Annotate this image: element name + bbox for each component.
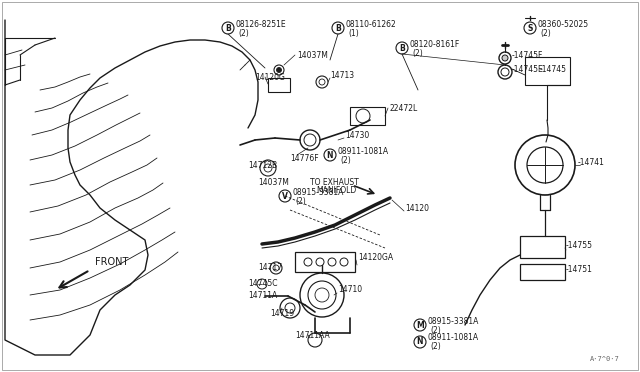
- Text: (2): (2): [238, 29, 249, 38]
- Text: 08120-8161F: 08120-8161F: [410, 39, 460, 48]
- Text: -14741: -14741: [578, 157, 605, 167]
- Text: M: M: [416, 321, 424, 330]
- Text: -14755: -14755: [566, 241, 593, 250]
- Text: TO EXHAUST: TO EXHAUST: [310, 177, 359, 186]
- Text: -14745E: -14745E: [512, 64, 544, 74]
- Text: 22472L: 22472L: [390, 103, 419, 112]
- Text: B: B: [225, 23, 231, 32]
- Text: MANIFOLD: MANIFOLD: [316, 186, 356, 195]
- Text: (2): (2): [540, 29, 551, 38]
- Text: 14120G: 14120G: [255, 73, 285, 81]
- Bar: [525, 57, 570, 85]
- Text: V: V: [282, 192, 288, 201]
- Text: 08915-3381A: 08915-3381A: [428, 317, 479, 326]
- Text: -14745: -14745: [540, 64, 567, 74]
- Text: 08911-1081A: 08911-1081A: [428, 334, 479, 343]
- Text: N: N: [417, 337, 423, 346]
- Bar: [520, 264, 565, 280]
- Text: (2): (2): [340, 155, 351, 164]
- Text: 08911-1081A: 08911-1081A: [338, 147, 389, 155]
- Circle shape: [276, 67, 282, 73]
- Text: 14711AA: 14711AA: [295, 330, 330, 340]
- Text: B: B: [335, 23, 341, 32]
- Text: 14745C: 14745C: [248, 279, 278, 289]
- Text: 14712B: 14712B: [248, 160, 277, 170]
- Text: (2): (2): [430, 343, 441, 352]
- Text: 14730: 14730: [345, 131, 369, 140]
- Text: (2): (2): [430, 326, 441, 334]
- Text: 14776F: 14776F: [290, 154, 319, 163]
- Text: 14037M: 14037M: [258, 177, 289, 186]
- Text: (2): (2): [295, 196, 306, 205]
- Bar: [268, 78, 290, 92]
- Text: 14037M: 14037M: [297, 51, 328, 60]
- Text: 14719: 14719: [270, 308, 294, 317]
- Text: 14717: 14717: [258, 263, 282, 273]
- Text: 08110-61262: 08110-61262: [346, 19, 397, 29]
- Text: 08915-3381A: 08915-3381A: [293, 187, 344, 196]
- Bar: [520, 236, 565, 258]
- Text: 08126-8251E: 08126-8251E: [236, 19, 287, 29]
- Text: 14713: 14713: [330, 71, 354, 80]
- Text: 14120: 14120: [405, 203, 429, 212]
- Text: -14745F: -14745F: [512, 51, 543, 60]
- Text: -14751: -14751: [566, 266, 593, 275]
- Text: N: N: [327, 151, 333, 160]
- Text: (1): (1): [348, 29, 359, 38]
- Text: 14711A: 14711A: [248, 292, 277, 301]
- Text: FRONT: FRONT: [95, 257, 129, 267]
- Bar: [350, 107, 385, 125]
- Text: B: B: [399, 44, 405, 52]
- Text: 14710: 14710: [338, 285, 362, 295]
- Circle shape: [315, 288, 329, 302]
- Text: A·7^0·7: A·7^0·7: [590, 356, 620, 362]
- Text: 14120GA: 14120GA: [358, 253, 393, 263]
- Bar: [295, 252, 355, 272]
- Text: S: S: [527, 23, 532, 32]
- Circle shape: [502, 55, 508, 61]
- Text: (2): (2): [412, 48, 423, 58]
- Text: 08360-52025: 08360-52025: [538, 19, 589, 29]
